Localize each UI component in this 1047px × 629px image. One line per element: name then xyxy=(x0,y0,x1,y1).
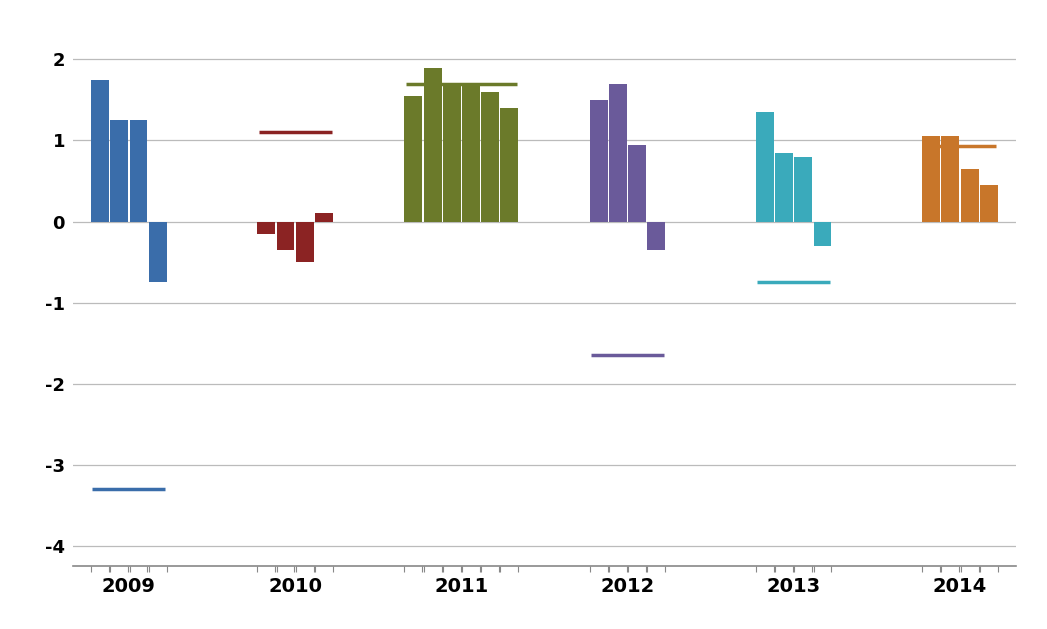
Bar xyxy=(110,120,129,221)
Bar xyxy=(462,84,480,221)
Bar xyxy=(960,169,979,221)
Bar xyxy=(482,92,499,221)
Bar xyxy=(589,100,607,221)
Bar xyxy=(404,96,422,221)
Bar xyxy=(91,80,109,221)
Bar xyxy=(922,136,940,221)
Bar xyxy=(500,108,518,221)
Bar xyxy=(149,221,166,282)
Bar xyxy=(628,145,646,221)
Bar xyxy=(130,120,148,221)
Bar xyxy=(315,213,333,221)
Bar xyxy=(756,112,774,221)
Bar xyxy=(258,221,275,234)
Bar xyxy=(443,84,461,221)
Bar xyxy=(941,136,959,221)
Bar xyxy=(424,67,442,221)
Bar xyxy=(295,221,314,262)
Bar xyxy=(980,185,998,221)
Bar xyxy=(647,221,665,250)
Bar xyxy=(795,157,812,221)
Bar xyxy=(276,221,294,250)
Bar xyxy=(775,153,794,221)
Bar xyxy=(814,221,831,246)
Bar xyxy=(609,84,627,221)
